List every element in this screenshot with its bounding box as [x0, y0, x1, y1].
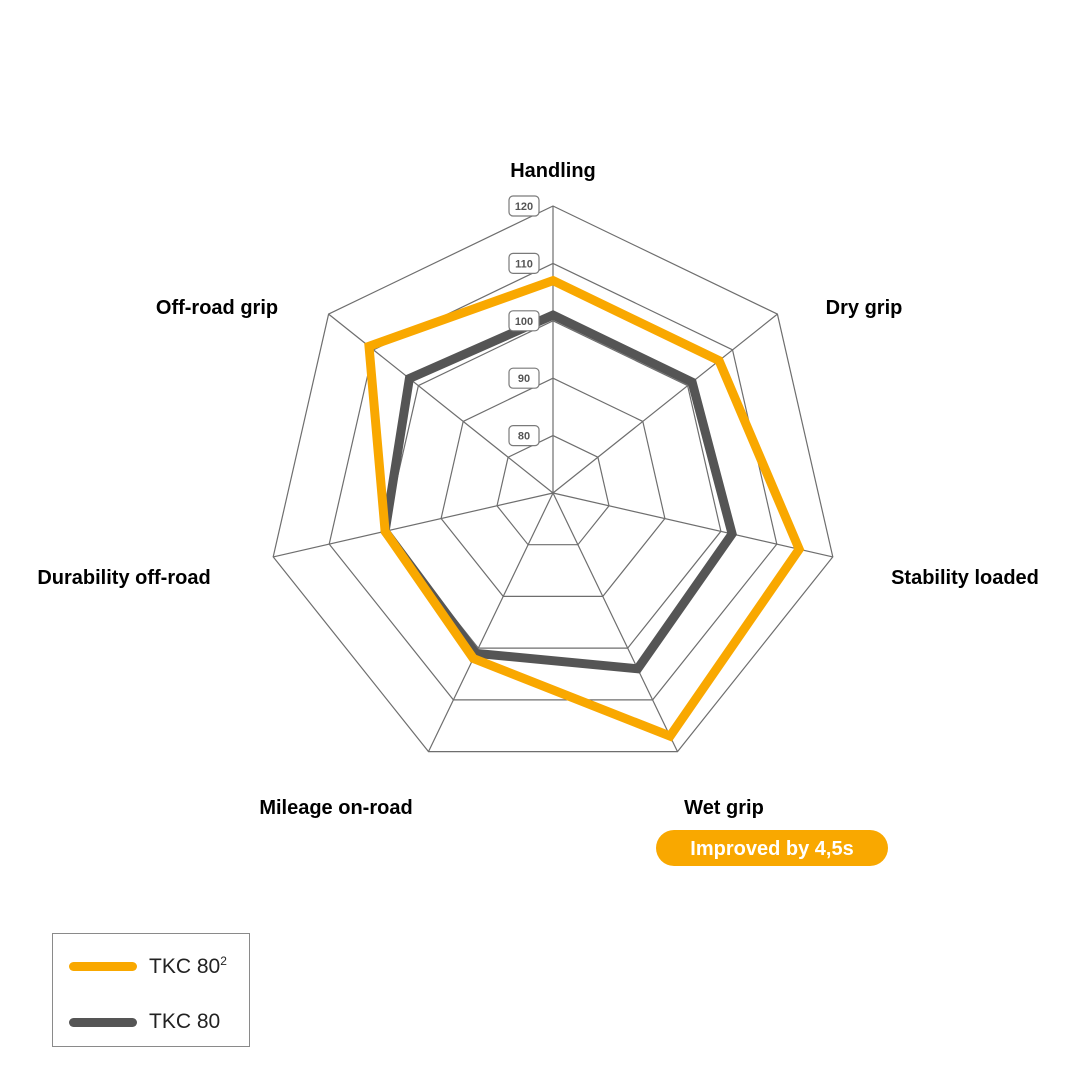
- tick-label-80: 80: [508, 425, 540, 447]
- series-line-1: [380, 310, 737, 674]
- grid-ring-110: [328, 262, 778, 701]
- tick-box-80: [508, 425, 540, 447]
- legend-swatch-orange: [69, 962, 137, 971]
- grid-spoke-durability-off-road: [273, 492, 554, 558]
- grid-ring-100: [384, 320, 722, 649]
- tick-box-100: [508, 310, 540, 332]
- annotation-badge: Improved by 4,5s: [656, 830, 888, 866]
- tick-text-80: 80: [518, 431, 530, 443]
- radar-tick-labels: 80 90 100 110 120: [508, 195, 540, 447]
- axis-label-durability-off-road: Durability off-road: [37, 567, 210, 589]
- axis-label-wet-grip: Wet grip: [684, 797, 764, 819]
- tick-box-110: [508, 252, 540, 274]
- grid-ring-120: [272, 205, 834, 753]
- legend-swatch-gray: [69, 1017, 137, 1027]
- grid-spoke-dry-grip: [552, 313, 778, 494]
- tick-label-120: 120: [508, 195, 540, 217]
- grid-spoke-stability-loaded: [552, 492, 833, 558]
- tick-text-90: 90: [518, 373, 530, 385]
- series-line-0: [364, 275, 805, 742]
- axis-label-off-road-grip: Off-road grip: [156, 297, 278, 319]
- annotation-text: Improved by 4,5s: [690, 838, 853, 860]
- radar-series: [364, 275, 805, 742]
- radar-axis-labels: Handling Dry grip Stability loaded Wet grip…: [37, 160, 1039, 819]
- tick-text-100: 100: [515, 316, 533, 328]
- axis-label-handling: Handling: [510, 160, 596, 182]
- legend-item-tkc-80-2: TKC 802: [69, 954, 227, 979]
- legend-item-tkc-80: TKC 80: [69, 1010, 220, 1034]
- grid-ring-80: [496, 434, 610, 546]
- tick-label-100: 100: [508, 310, 540, 332]
- axis-label-dry-grip: Dry grip: [826, 297, 903, 319]
- grid-spoke-mileage-on-road: [427, 492, 554, 752]
- axis-label-stability-loaded: Stability loaded: [891, 567, 1039, 589]
- grid-spoke-off-road-grip: [328, 313, 554, 494]
- tick-label-110: 110: [508, 252, 540, 274]
- axis-label-mileage-on-road: Mileage on-road: [259, 797, 412, 819]
- tick-box-120: [508, 195, 540, 217]
- legend-label-tkc-80: TKC 80: [149, 1010, 221, 1033]
- tick-box-90: [508, 367, 540, 389]
- grid-ring-90: [440, 377, 666, 598]
- radar-grid: [272, 205, 834, 753]
- tick-text-110: 110: [515, 258, 533, 270]
- legend-label-tkc-80-2: TKC 802: [149, 954, 227, 978]
- tick-text-120: 120: [515, 201, 533, 213]
- legend: TKC 802 TKC 80: [52, 933, 250, 1047]
- annotation-pill: [656, 830, 888, 866]
- grid-spoke-wet-grip: [552, 492, 679, 752]
- tick-label-90: 90: [508, 367, 540, 389]
